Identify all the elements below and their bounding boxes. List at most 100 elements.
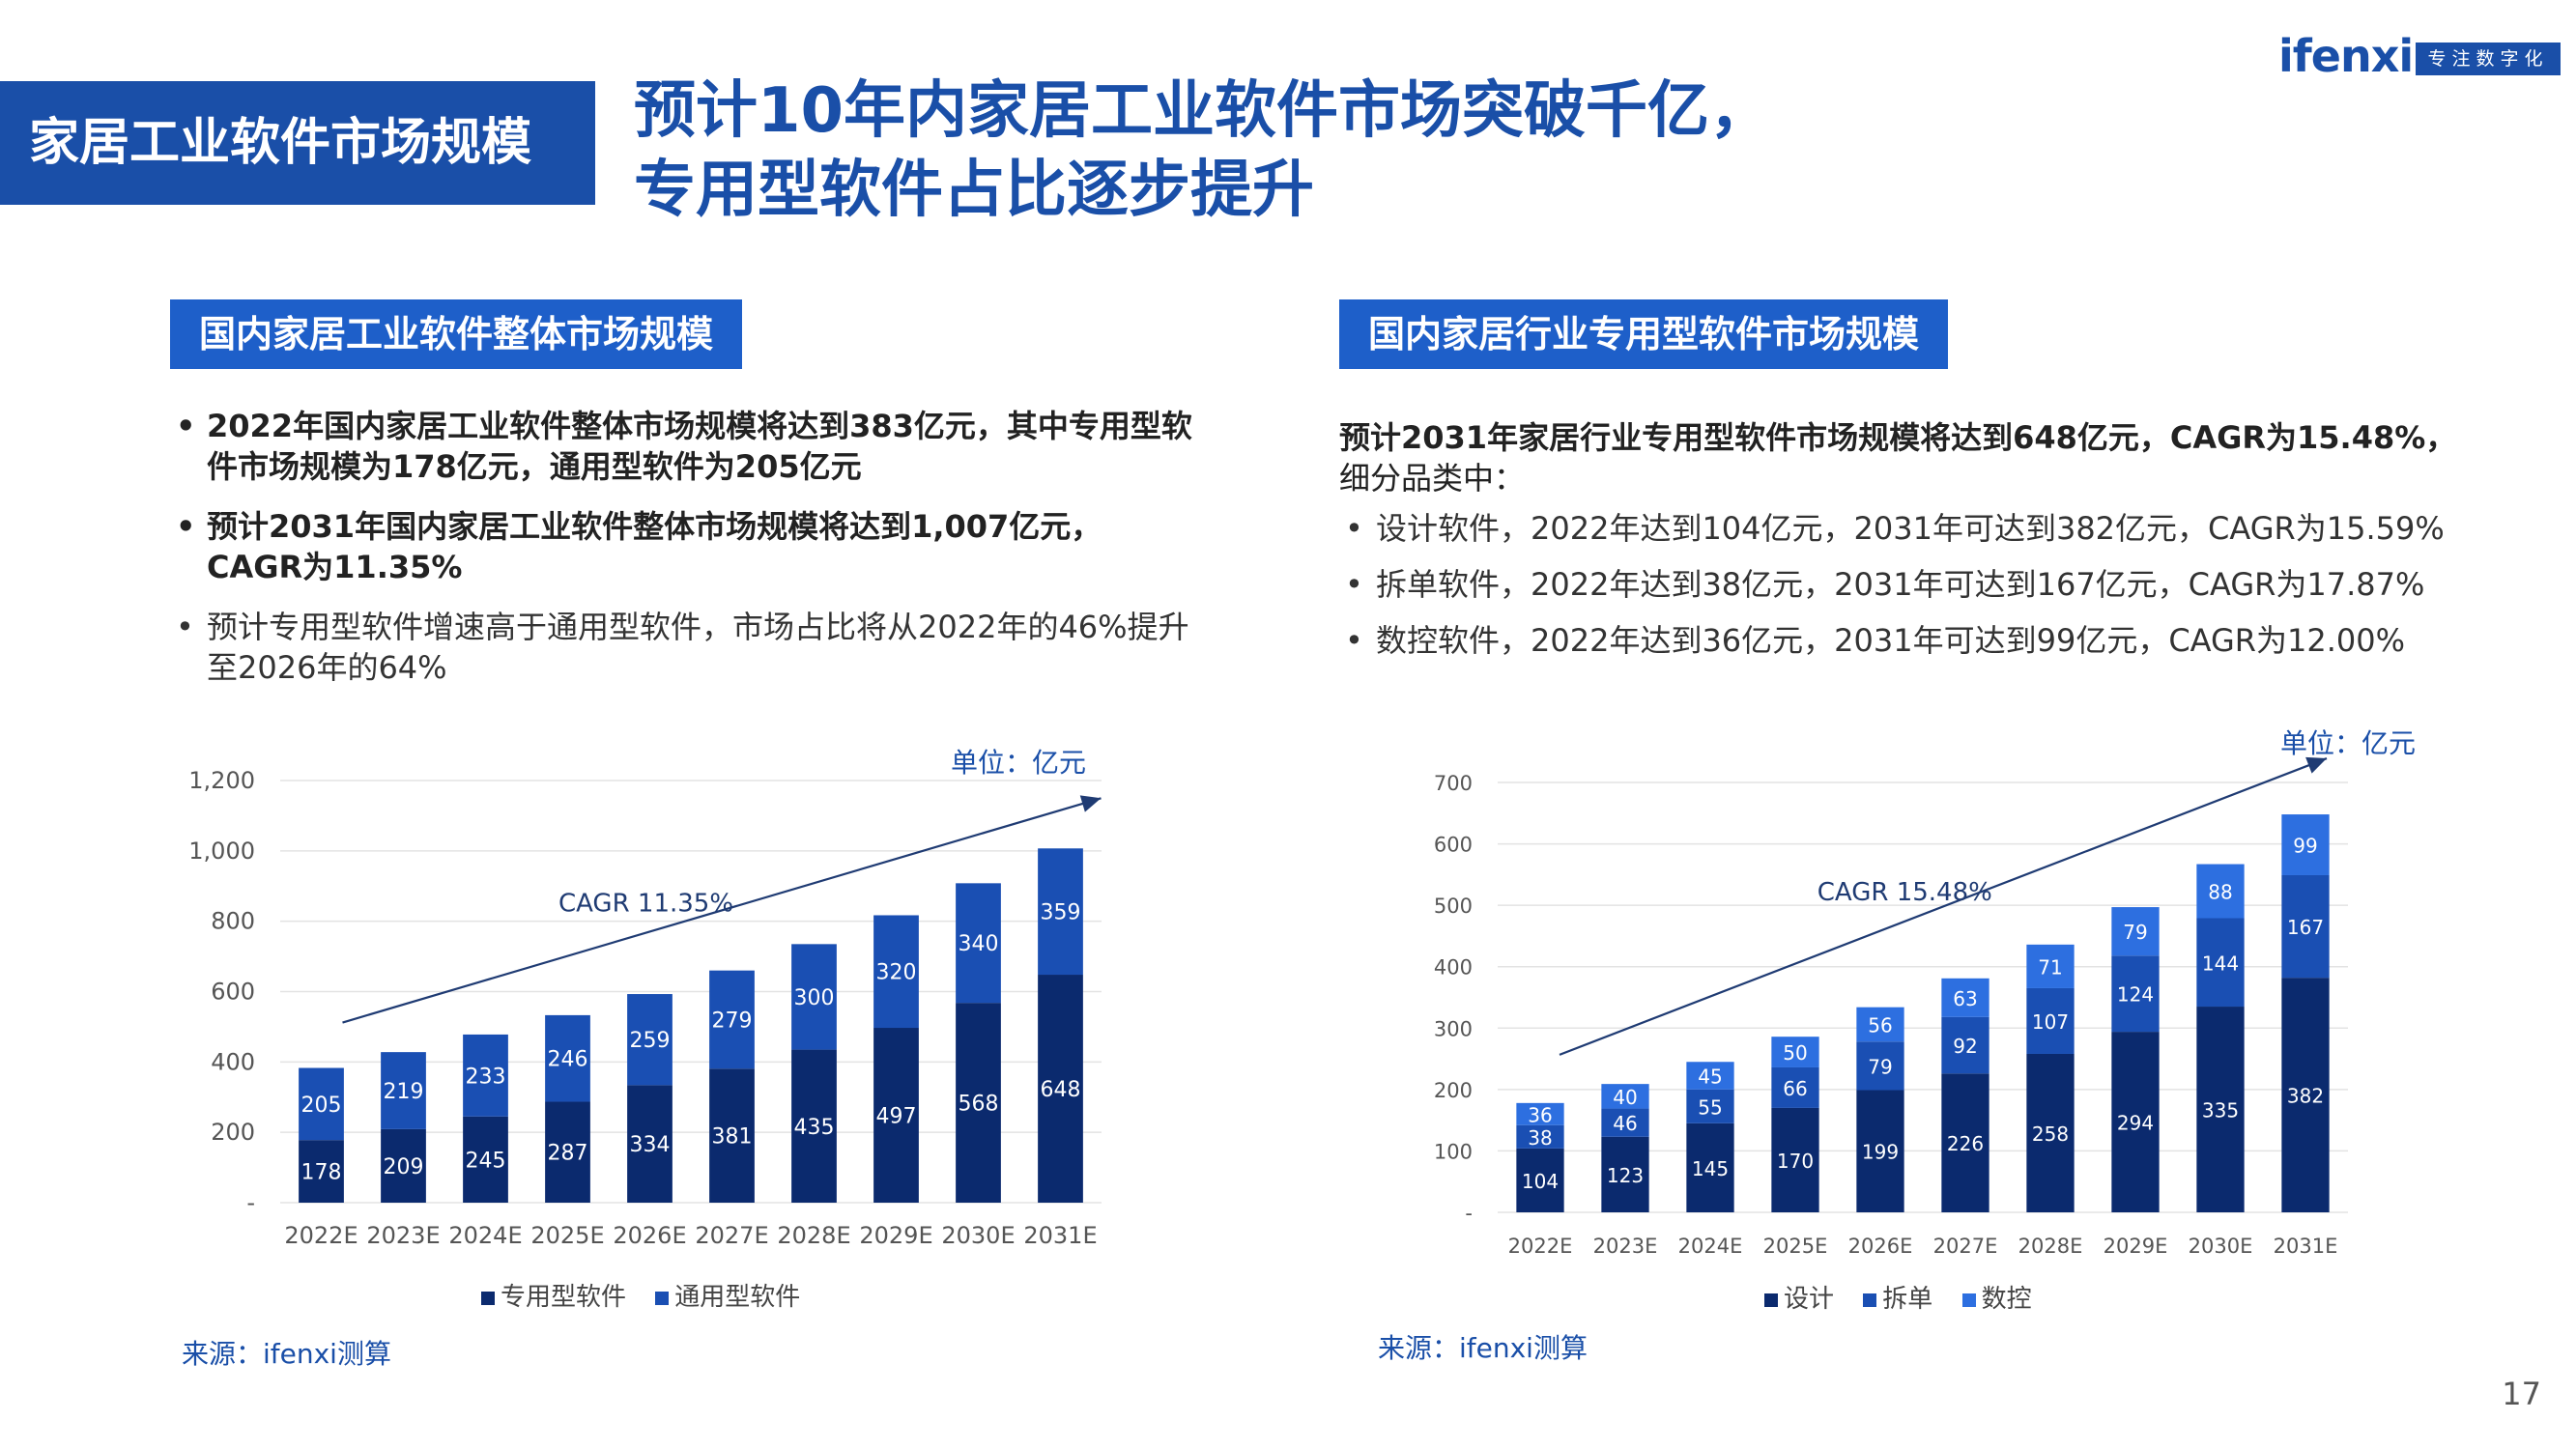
data-label: 233: [466, 1065, 506, 1089]
data-label: 50: [1783, 1041, 1807, 1065]
data-label: 497: [876, 1105, 917, 1129]
bar-segment: [1686, 1122, 1734, 1212]
bar-segment: [873, 915, 919, 1029]
cagr-arrow-head: [2305, 756, 2327, 774]
x-tick-label: 2023E: [1593, 1235, 1658, 1258]
cagr-trend-line: [1559, 757, 2328, 1056]
bar-segment: [627, 1085, 673, 1203]
right-legend: 设计 拆单 数控: [1764, 1279, 2053, 1315]
data-label: 219: [384, 1080, 424, 1104]
data-label: 167: [2287, 916, 2324, 939]
headline-line-2: 专用型软件占比逐步提升: [634, 155, 1314, 226]
bar-segment: [1686, 1062, 1734, 1090]
right-section-title: 国内家居行业专用型软件市场规模: [1339, 299, 1949, 369]
bar-segment: [791, 1049, 837, 1203]
bar-segment: [1856, 1041, 1904, 1091]
data-label: 294: [2117, 1112, 2154, 1135]
bar-segment: [1856, 1007, 1904, 1042]
x-tick-label: 2031E: [2274, 1235, 2338, 1258]
bar-segment: [956, 883, 1001, 1004]
data-label: 648: [1041, 1078, 1081, 1102]
legend-item-design: 设计: [1764, 1285, 1834, 1314]
bar-segment: [1038, 975, 1083, 1203]
right-bullet-1: • 设计软件，2022年达到104亿元，2031年可达到382亿元，CAGR为15…: [1345, 510, 2445, 547]
bar-segment: [1516, 1148, 1564, 1212]
data-label: 55: [1698, 1095, 1722, 1119]
data-label: 320: [876, 961, 917, 985]
right-bullet-3: • 数控软件，2022年达到36亿元，2031年可达到99亿元，CAGR为12.0…: [1345, 622, 2406, 659]
bar-segment: [381, 1128, 426, 1203]
data-label: 259: [630, 1029, 671, 1053]
data-label: 335: [2202, 1099, 2239, 1122]
legend-item-cnc: 数控: [1961, 1285, 2032, 1314]
bar-segment: [2281, 814, 2330, 875]
bar-segment: [1941, 978, 1989, 1017]
right-intro-line-1: 预计2031年家居行业专用型软件市场规模将达到648亿元，CAGR为15.48%…: [1339, 419, 2457, 456]
left-bullet-3: • 预计专用型软件增速高于通用型软件，市场占比将从2022年的46%提升至2026…: [176, 609, 1189, 686]
x-tick-label: 2030E: [2189, 1235, 2253, 1258]
bar-segment: [627, 994, 673, 1086]
x-tick-label: 2026E: [1848, 1235, 1913, 1258]
data-label: 63: [1953, 987, 1977, 1010]
headline-line-1: 预计10年内家居工业软件市场突破千亿，: [634, 75, 1772, 147]
bar-segment: [2196, 918, 2245, 1008]
bar-segment: [2026, 1053, 2075, 1212]
bar-segment: [791, 944, 837, 1050]
data-label: 71: [2038, 955, 2062, 979]
left-bullet-2: • 预计2031年国内家居工业软件整体市场规模将达到1,007亿元，CAGR为11…: [176, 508, 1102, 585]
legend-item-split: 拆单: [1863, 1285, 1932, 1314]
right-intro-line-2: 细分品类中：: [1339, 460, 1526, 497]
bar-segment: [463, 1116, 508, 1203]
data-label: 382: [2287, 1085, 2324, 1108]
x-tick-label: 2024E: [1678, 1235, 1743, 1258]
data-label: 381: [712, 1125, 753, 1150]
data-label: 66: [1783, 1077, 1807, 1100]
data-label: 38: [1528, 1126, 1552, 1150]
data-label: 279: [712, 1009, 753, 1033]
x-tick-label: 2022E: [284, 1222, 358, 1249]
data-label: 300: [794, 986, 835, 1010]
bar-segment: [2111, 907, 2160, 956]
y-tick-label: 300: [1434, 1017, 1473, 1040]
y-tick-label: -: [246, 1189, 255, 1216]
data-label: 435: [794, 1116, 835, 1140]
data-label: 287: [548, 1142, 588, 1166]
left-section-title: 国内家居工业软件整体市场规模: [170, 299, 743, 369]
right-unit-label: 单位：亿元: [2280, 727, 2417, 759]
bar-segment: [709, 1068, 755, 1203]
bar-segment: [2281, 874, 2330, 979]
y-tick-label: 200: [211, 1119, 255, 1146]
y-tick-label: 600: [211, 979, 255, 1006]
data-label: 46: [1613, 1112, 1637, 1135]
bar-segment: [709, 970, 755, 1069]
data-label: 170: [1777, 1150, 1814, 1173]
bar-segment: [1941, 1016, 1989, 1074]
bar-segment: [873, 1028, 919, 1203]
bar-segment: [381, 1052, 426, 1129]
bar-segment: [1771, 1037, 1819, 1067]
bar-segment: [2111, 955, 2160, 1033]
y-tick-label: 1,200: [188, 767, 255, 794]
cagr-trend-line: [342, 797, 1102, 1024]
y-tick-label: 1,000: [188, 838, 255, 865]
legend-item-general: 通用型软件: [655, 1283, 800, 1312]
data-label: 107: [2032, 1010, 2069, 1034]
data-label: 340: [959, 932, 999, 956]
x-tick-label: 2025E: [530, 1222, 604, 1249]
y-tick-label: 200: [1434, 1079, 1473, 1102]
data-label: 36: [1528, 1103, 1552, 1126]
bar-segment: [1941, 1073, 1989, 1212]
right-bullet-list: • 设计软件，2022年达到104亿元，2031年可达到382亿元，CAGR为15…: [1339, 508, 2537, 676]
right-intro: 预计2031年家居行业专用型软件市场规模将达到648亿元，CAGR为15.48%…: [1339, 417, 2537, 498]
data-label: 45: [1698, 1065, 1722, 1089]
y-tick-label: 400: [211, 1048, 255, 1075]
y-tick-label: 500: [1434, 895, 1473, 918]
left-legend: 专用型软件 通用型软件: [481, 1277, 821, 1313]
legend-item-special: 专用型软件: [481, 1283, 626, 1312]
data-label: 104: [1522, 1170, 1559, 1193]
logo-brand-text: ifenxi: [2278, 30, 2414, 82]
data-label: 334: [630, 1133, 671, 1157]
y-tick-label: 400: [1434, 956, 1473, 980]
y-tick-label: 600: [1434, 834, 1473, 857]
